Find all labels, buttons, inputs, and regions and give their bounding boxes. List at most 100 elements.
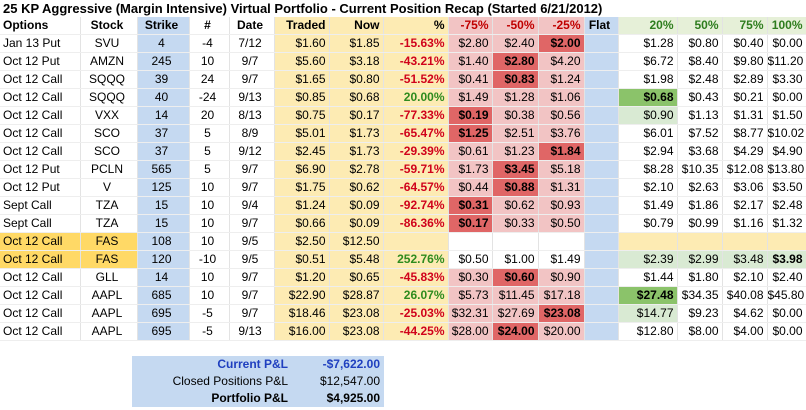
cell-m50: $1.23 [492,142,539,161]
cell-p100: $0.00 [767,322,806,341]
cell-option: Oct 12 Call [0,106,81,125]
cell-m50: $1.00 [492,250,539,269]
cell-p75: $9.80 [722,52,768,71]
cell-p20: $1.44 [618,268,678,287]
cell-now: $0.68 [329,88,384,107]
table-row: Sept Call TZA 15 10 9/4 $1.24 $0.09 -92.74% $0.3… [0,196,806,215]
cell-pct: -64.57% [383,178,449,197]
cell-traded: $5.60 [274,52,330,71]
table-row: Oct 12 Put PCLN 565 5 9/7 $6.90 $2.78 -59.71% $1… [0,160,806,179]
cell-now: $2.78 [329,160,384,179]
table-row: Oct 12 Call VXX 14 20 8/13 $0.75 $0.17 -77.33% $… [0,106,806,125]
table-row: Jan 13 Put SVU 4 -4 7/12 $1.60 $1.85 -15.63% $2.… [0,34,806,53]
cell-stock: VXX [80,106,138,125]
cell-traded: $22.90 [274,286,330,305]
cell-option: Oct 12 Call [0,304,81,323]
cell-p100: $45.80 [767,286,806,305]
cell-m75: $1.40 [448,52,493,71]
cell-m50: $0.38 [492,106,539,125]
cell-p20: $27.48 [618,286,678,305]
cell-pct: -25.03% [383,304,449,323]
cell-now: $0.09 [329,196,384,215]
cell-traded: $0.66 [274,214,330,233]
cell-p20: $12.80 [618,322,678,341]
header-flat: Flat [584,17,619,35]
cell-p75: $3.06 [722,178,768,197]
cell-now: $1.85 [329,34,384,53]
cell-strike: 39 [137,70,190,89]
page-title: 25 KP Aggressive (Margin Intensive) Virt… [3,1,603,16]
cell-p75: $8.77 [722,124,768,143]
table-row: Oct 12 Put AMZN 245 10 9/7 $5.60 $3.18 -43.21% $… [0,52,806,71]
cell-p100: $4.90 [767,142,806,161]
cell-option: Oct 12 Put [0,178,81,197]
cell-p100: $2.40 [767,268,806,287]
cell-m75: $1.25 [448,124,493,143]
cell-p100: $1.32 [767,214,806,233]
cell-now: $5.48 [329,250,384,269]
header-date: Date [229,17,275,35]
current-pnl-value: -$7,622.00 [322,357,380,371]
cell-flat [584,178,619,197]
cell-m25: $2.00 [538,34,585,53]
header-stock: Stock [80,17,138,35]
cell-p50: $2.99 [677,250,723,269]
cell-p50: $0.99 [677,214,723,233]
cell-m25: $3.76 [538,124,585,143]
cell-option: Oct 12 Call [0,70,81,89]
cell-m25: $1.49 [538,250,585,269]
portfolio-pnl-value: $4,925.00 [326,391,380,405]
cell-qty: 5 [189,160,230,179]
header-now: Now [329,17,384,35]
cell-flat [584,34,619,53]
cell-qty: 10 [189,286,230,305]
cell-stock: V [80,178,138,197]
cell-strike: 14 [137,106,190,125]
cell-m50: $3.45 [492,160,539,179]
cell-traded: $16.00 [274,322,330,341]
cell-p20: $2.94 [618,142,678,161]
cell-p50: $0.80 [677,34,723,53]
cell-m25: $4.20 [538,52,585,71]
cell-flat [584,88,619,107]
cell-p50 [677,232,723,251]
cell-date: 9/5 [229,250,275,269]
cell-stock: FAS [80,232,138,251]
cell-pct: -45.83% [383,268,449,287]
cell-pct: -43.21% [383,52,449,71]
cell-pct: 20.00% [383,88,449,107]
cell-option: Oct 12 Put [0,52,81,71]
table-row: Oct 12 Call AAPL 695 -5 9/13 $16.00 $23.08 -44.… [0,322,806,341]
cell-m50: $2.51 [492,124,539,143]
header-option: Options [0,17,81,35]
cell-pct: -51.52% [383,70,449,89]
cell-pct [383,232,449,251]
cell-p75: $12.08 [722,160,768,179]
cell-m75: $1.49 [448,88,493,107]
cell-p100: $0.00 [767,304,806,323]
cell-now: $1.73 [329,142,384,161]
cell-p50: $34.35 [677,286,723,305]
cell-strike: 37 [137,124,190,143]
cell-date: 9/4 [229,196,275,215]
closed-pnl-label: Closed Positions P&L [172,374,288,388]
cell-stock: AAPL [80,286,138,305]
table-row: Oct 12 Call SCO 37 5 9/12 $2.45 $1.73 -29.39% $0… [0,142,806,161]
header-m50: -50% [492,17,539,35]
cell-p20: $0.68 [618,88,678,107]
cell-qty: -10 [189,250,230,269]
cell-m75: $28.00 [448,322,493,341]
cell-p75: $4.29 [722,142,768,161]
cell-strike: 15 [137,214,190,233]
cell-strike: 565 [137,160,190,179]
cell-now: $12.50 [329,232,384,251]
cell-date: 9/7 [229,52,275,71]
cell-m75: $0.19 [448,106,493,125]
cell-m75: $0.31 [448,196,493,215]
cell-m50: $0.88 [492,178,539,197]
cell-traded: $0.51 [274,250,330,269]
cell-traded: $1.20 [274,268,330,287]
cell-traded: $1.60 [274,34,330,53]
cell-flat [584,232,619,251]
cell-p20: $0.90 [618,106,678,125]
